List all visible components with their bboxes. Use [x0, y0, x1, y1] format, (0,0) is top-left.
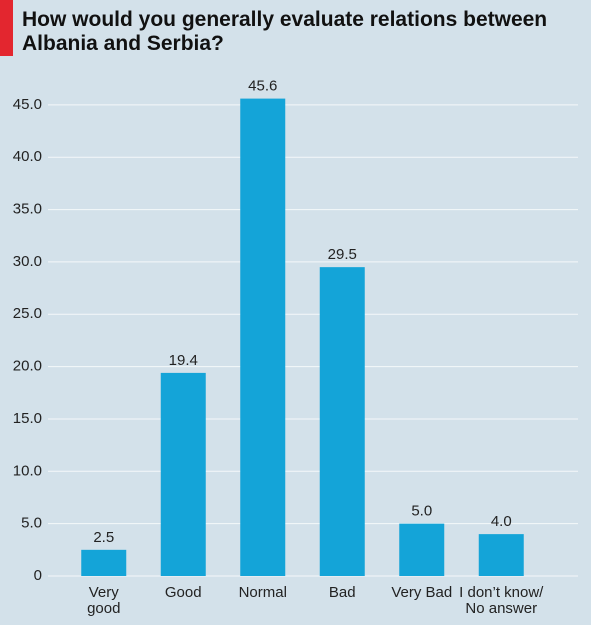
- accent-bar: [0, 0, 13, 56]
- chart-title: How would you generally evaluate relatio…: [22, 8, 548, 55]
- x-tick-label: I don’t know/ No answer: [459, 584, 544, 617]
- x-tick-label: Normal: [238, 584, 287, 601]
- y-tick-label: 45.0: [13, 96, 42, 113]
- x-tick-label: Bad: [328, 584, 356, 601]
- y-tick-label: 40.0: [13, 148, 42, 165]
- value-label: 4.0: [491, 513, 512, 530]
- y-tick-label: 30.0: [13, 253, 42, 270]
- x-tick-label: Good: [164, 584, 202, 601]
- x-tick-label: Very Bad: [391, 584, 453, 601]
- value-label: 29.5: [328, 246, 357, 263]
- y-tick-label: 35.0: [13, 201, 42, 218]
- y-tick-label: 0: [34, 567, 42, 584]
- bar: [399, 523, 445, 576]
- x-tick-label: Very good: [87, 584, 121, 617]
- bar: [319, 267, 365, 576]
- y-tick-label: 15.0: [13, 410, 42, 427]
- bar: [240, 98, 286, 576]
- y-tick-label: 5.0: [21, 515, 42, 532]
- value-label: 2.5: [93, 529, 114, 546]
- y-tick-label: 10.0: [13, 462, 42, 479]
- value-label: 5.0: [411, 503, 432, 520]
- y-tick-label: 25.0: [13, 305, 42, 322]
- bar: [478, 534, 524, 576]
- bar: [81, 549, 127, 576]
- value-label: 19.4: [169, 352, 198, 369]
- value-label: 45.6: [248, 78, 277, 95]
- bar: [160, 372, 206, 576]
- y-tick-label: 20.0: [13, 358, 42, 375]
